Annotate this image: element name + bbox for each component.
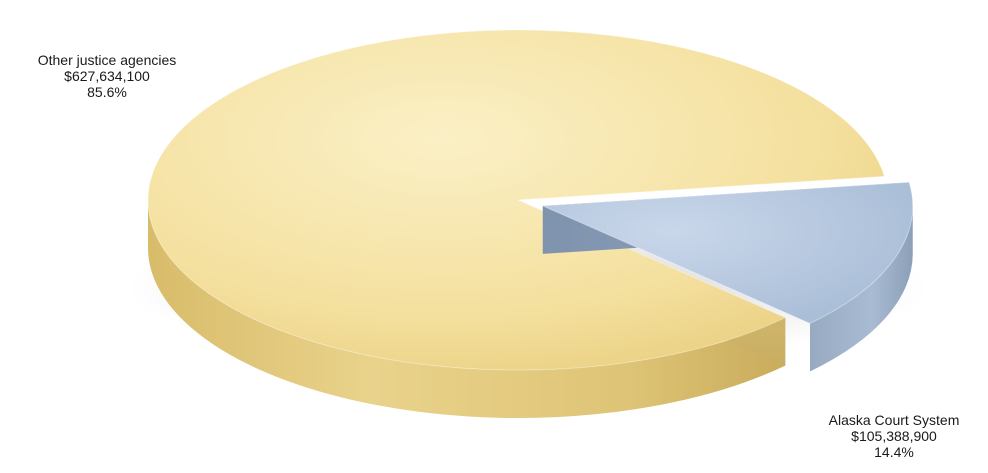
slice-side-wall <box>809 205 913 372</box>
slice-label-value: $105,388,900 <box>851 428 937 444</box>
slice-label-other-justice-agencies: Other justice agencies $627,634,100 85.6… <box>2 52 212 100</box>
pie-layer <box>128 29 928 419</box>
slice-label-name: Alaska Court System <box>828 412 960 428</box>
slice-top-face <box>147 29 886 371</box>
slice-alaska-court-system <box>542 181 914 372</box>
slice-label-value: $627,634,100 <box>64 68 150 84</box>
slice-top-face <box>542 181 914 324</box>
slice-other-justice-agencies <box>147 29 886 419</box>
slice-label-name: Other justice agencies <box>37 52 177 68</box>
slice-label-percent: 85.6% <box>87 84 127 100</box>
slice-label-percent: 14.4% <box>874 444 914 460</box>
slice-label-alaska-court-system: Alaska Court System $105,388,900 14.4% <box>806 412 982 460</box>
slice-side-wall <box>147 200 786 419</box>
